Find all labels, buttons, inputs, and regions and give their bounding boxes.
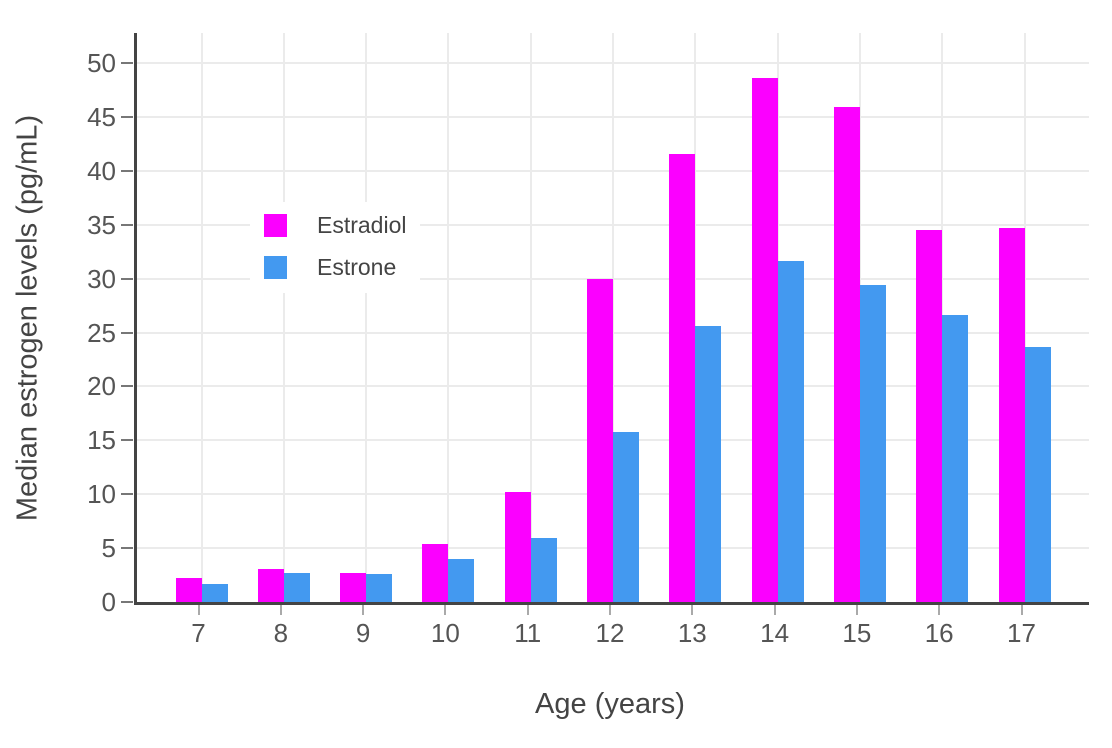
bar-estradiol-age-13[interactable] [669,153,696,602]
x-gridline [694,33,697,602]
bar-estradiol-age-17[interactable] [998,228,1025,602]
y-tick-mark [121,223,133,226]
bar-estradiol-age-14[interactable] [751,78,778,602]
y-tick-mark [121,439,133,442]
y-tick-label: 5 [101,533,116,564]
bar-estrone-age-13[interactable] [695,326,722,602]
y-tick-label: 20 [87,371,116,402]
y-tick-mark [121,493,133,496]
x-gridline [282,33,285,602]
bar-estradiol-age-9[interactable] [340,572,367,602]
x-tick-mark [444,605,447,615]
bar-estrone-age-9[interactable] [366,573,393,602]
x-tick-mark [279,605,282,615]
bar-estrone-age-11[interactable] [530,538,557,602]
y-tick-mark [121,169,133,172]
legend-item-estradiol[interactable]: Estradiol [264,212,406,239]
legend-label-estrone: Estrone [317,254,397,280]
x-gridline [529,33,532,602]
bar-estrone-age-10[interactable] [448,558,475,602]
estrone-swatch-icon [264,256,287,279]
y-tick-mark [121,277,133,280]
y-tick-label: 15 [87,425,116,456]
x-tick-label: 7 [191,618,206,648]
x-tick-label: 15 [842,618,872,648]
x-tick-mark [609,605,611,615]
x-axis-title: Age (years) [535,688,685,720]
y-axis-title: Median estrogen levels (pg/mL) [11,114,44,522]
bar-estradiol-age-11[interactable] [504,492,531,602]
plot-area [134,33,1089,605]
x-tick-label: 9 [355,618,371,648]
y-tick-label: 35 [87,209,116,240]
x-tick-label: 16 [924,618,954,648]
bar-estrone-age-14[interactable] [777,261,804,602]
y-tick-mark [121,62,133,65]
y-tick-mark [121,116,133,119]
bar-estrone-age-17[interactable] [1024,346,1051,602]
bar-estradiol-age-15[interactable] [833,107,860,602]
x-tick-label: 11 [514,618,542,648]
x-tick-label: 17 [1007,618,1036,648]
bar-estradiol-age-8[interactable] [257,568,284,602]
bar-estrone-age-16[interactable] [942,315,969,602]
x-tick-mark [691,605,694,615]
bar-estradiol-age-16[interactable] [916,230,943,602]
x-tick-mark [362,605,365,615]
x-tick-mark [526,605,529,615]
x-tick-mark [938,605,941,615]
x-tick-label: 13 [677,618,707,648]
y-tick-mark [121,601,133,603]
x-tick-mark [773,605,776,615]
x-gridline [447,33,450,602]
y-tick-label: 45 [87,102,116,133]
legend: Estradiol Estrone [250,202,421,293]
y-tick-label: 50 [87,48,116,79]
x-tick-label: 12 [595,618,625,648]
y-tick-mark [121,385,133,388]
bar-estrone-age-8[interactable] [283,572,310,602]
x-gridline [612,33,614,602]
x-tick-mark [197,605,200,615]
y-tick-label: 40 [87,155,116,186]
x-gridline [1023,33,1026,602]
x-gridline [365,33,368,602]
y-tick-label: 10 [87,479,116,510]
legend-label-estradiol: Estradiol [317,212,407,238]
bar-estrone-age-15[interactable] [859,285,886,602]
y-tick-mark [121,331,133,334]
x-tick-label: 8 [273,618,289,648]
x-tick-label: 14 [760,618,790,648]
x-tick-label: 10 [430,618,460,648]
y-tick-label: 30 [87,263,116,294]
x-tick-mark [1020,605,1023,615]
y-tick-label: 0 [101,587,116,617]
y-tick-label: 25 [87,317,116,348]
bar-estrone-age-7[interactable] [201,583,228,602]
legend-item-estrone[interactable]: Estrone [264,254,406,281]
bar-estrone-age-12[interactable] [613,431,639,602]
estradiol-swatch-icon [264,214,287,237]
bar-estradiol-age-12[interactable] [587,278,613,602]
y-tick-mark [121,547,133,550]
x-gridline [200,33,203,602]
x-tick-mark [855,605,858,615]
bar-estradiol-age-10[interactable] [422,543,449,602]
bar-estradiol-age-7[interactable] [175,578,202,602]
